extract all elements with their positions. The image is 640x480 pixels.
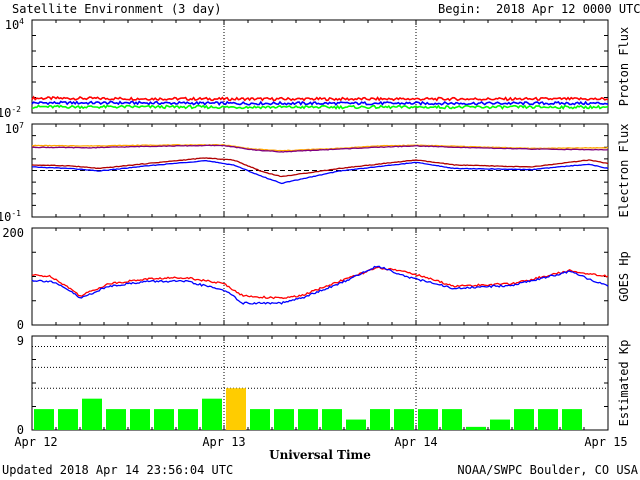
x-tick-label: Apr 14	[394, 435, 437, 449]
panel-proton: 104 10-2 Proton Flux	[0, 17, 631, 120]
proton-axis-label: Proton Flux	[617, 27, 631, 106]
kp-bar	[106, 409, 126, 430]
begin-label: Begin:	[438, 2, 481, 16]
kp-bar	[178, 409, 198, 430]
goes_hp-y-tick-label: 200	[2, 226, 24, 240]
kp-bar	[442, 409, 462, 430]
proton-series-2	[31, 100, 609, 106]
updated-text: Updated 2018 Apr 14 23:56:04 UTC	[2, 463, 233, 477]
kp-axis-label: Estimated Kp	[617, 340, 631, 427]
panel-goes_hp: 200 0 GOES Hp	[2, 226, 631, 332]
kp-bar	[562, 409, 582, 430]
goes_hp-series-2	[31, 265, 609, 305]
kp-bar	[298, 409, 318, 430]
kp-bar	[322, 409, 342, 430]
kp-bar	[514, 409, 534, 430]
kp-bar	[538, 409, 558, 430]
goes_hp-y-tick-label: 0	[17, 318, 24, 332]
proton-y-tick-label: 10-2	[0, 105, 21, 120]
goes_hp-frame	[31, 227, 609, 326]
kp-bar	[346, 419, 366, 430]
kp-bar	[82, 398, 102, 430]
kp-bar	[466, 426, 486, 430]
kp-bar	[34, 409, 54, 430]
x-tick-label: Apr 13	[202, 435, 245, 449]
panels: 104 10-2 Proton Flux 107 10-1 Electron Flux 20…	[0, 17, 631, 449]
kp-bar	[370, 409, 390, 430]
kp-bar	[394, 409, 414, 430]
x-axis-title: Universal Time	[269, 448, 371, 462]
kp-bar	[226, 388, 246, 430]
electron-series-3	[31, 157, 609, 178]
electron-y-tick-label: 10-1	[0, 209, 21, 224]
electron-series-1	[32, 143, 609, 152]
x-tick-label: Apr 12	[14, 435, 57, 449]
proton-series-3	[31, 104, 609, 110]
panel-electron: 107 10-1 Electron Flux	[0, 121, 631, 224]
kp-bar	[154, 409, 174, 430]
begin-value: 2018 Apr 12 0000 UTC	[496, 2, 640, 16]
kp-bar	[274, 409, 294, 430]
panel-kp: 9 0 Estimated Kp	[17, 334, 631, 437]
kp-y-tick-label: 0	[17, 423, 24, 437]
goes_hp-series-1	[31, 266, 609, 300]
proton-y-tick-label: 104	[5, 17, 24, 32]
electron-series-2	[31, 144, 609, 153]
kp-bar	[490, 419, 510, 430]
kp-bar	[418, 409, 438, 430]
electron-y-tick-label: 107	[5, 121, 24, 136]
goes_hp-axis-label: GOES Hp	[617, 251, 631, 302]
kp-bar	[130, 409, 150, 430]
electron-axis-label: Electron Flux	[617, 124, 631, 218]
kp-y-tick-label: 9	[17, 334, 24, 348]
credit-text: NOAA/SWPC Boulder, CO USA	[457, 463, 638, 477]
electron-series-4	[32, 160, 609, 185]
proton-series-1	[31, 95, 608, 102]
kp-bar	[58, 409, 78, 430]
chart-title: Satellite Environment (3 day)	[12, 2, 222, 16]
kp-bar	[250, 409, 270, 430]
kp-bar	[202, 398, 222, 430]
x-tick-label: Apr 15	[584, 435, 627, 449]
